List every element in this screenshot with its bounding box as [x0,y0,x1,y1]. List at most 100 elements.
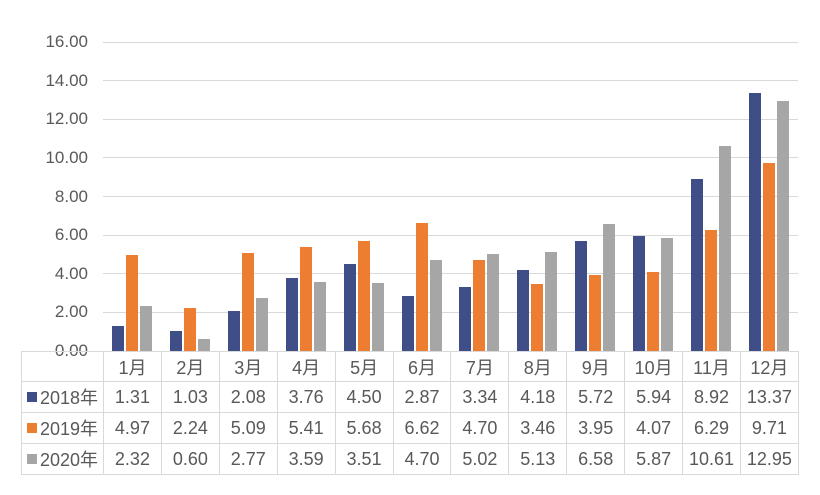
value-cell: 6.62 [392,412,452,444]
value-cell: 9.71 [739,412,799,444]
value-cell: 3.46 [508,412,568,444]
bar-2018年-6月 [401,295,414,351]
value-cell: 0.60 [160,443,220,475]
bar-2020年-11月 [719,146,732,351]
legend-swatch-icon [26,423,37,433]
bar-2019年-12月 [763,163,776,351]
bar-2018年-2月 [169,331,182,351]
bar-2018年-9月 [575,240,588,351]
value-cell: 2.77 [218,443,278,475]
y-axis-tick-label: 12.00 [45,109,88,129]
value-cell: 5.94 [624,381,684,413]
bar-2020年-6月 [429,260,442,351]
month-header-cell: 5月 [334,351,394,382]
value-cell: 1.03 [160,381,220,413]
gridline [103,196,798,197]
value-cell: 2.87 [392,381,452,413]
value-cell: 4.18 [508,381,568,413]
bar-2018年-4月 [285,278,298,351]
table-row-2020年: 2020年 2.32 0.60 2.77 3.59 3.51 4.70 5.02 5.13 6.5… [21,443,799,475]
month-header-cell: 3月 [218,351,278,382]
value-cell: 5.72 [566,381,626,413]
series-name: 2020年 [39,450,99,470]
bar-2020年-9月 [603,223,616,351]
series-label-cell: 2019年 [21,412,104,444]
value-cell: 5.68 [334,412,394,444]
value-cell: 1.31 [103,381,162,413]
bar-2020年-1月 [139,306,152,351]
month-header-cell: 11月 [682,351,741,382]
bar-2020年-2月 [197,339,210,351]
value-cell: 10.61 [682,443,741,475]
table-corner-cell [21,351,104,382]
value-cell: 2.32 [103,443,162,475]
gridline [103,118,798,120]
bar-2020年-10月 [661,237,674,351]
bar-2020年-4月 [313,281,326,351]
bar-2018年-3月 [227,310,240,351]
value-cell: 3.76 [276,381,336,413]
bar-2018年-7月 [459,286,472,351]
bar-2020年-3月 [255,297,268,351]
gridline [103,41,798,43]
bar-2020年-8月 [545,251,558,351]
bar-2020年-5月 [371,283,384,351]
table-head: 1月 2月 3月 4月 5月 6月 7月 8月 9月 10月 11月 12月 [21,351,799,382]
bar-2019年-4月 [299,246,312,351]
bar-2019年-9月 [589,274,602,351]
bar-2019年-8月 [531,284,544,351]
value-cell: 5.13 [508,443,568,475]
bar-2018年-11月 [691,178,704,351]
gridline [103,273,798,275]
gridline [103,234,798,236]
value-cell: 4.70 [392,443,452,475]
gridline [103,157,798,159]
value-cell: 6.29 [682,412,741,444]
value-cell: 4.07 [624,412,684,444]
legend-swatch-icon [26,454,37,464]
month-header-cell: 8月 [508,351,568,382]
value-cell: 5.02 [450,443,510,475]
bar-2019年-1月 [125,255,138,351]
value-cell: 6.58 [566,443,626,475]
month-header-cell: 9月 [566,351,626,382]
bar-2019年-7月 [473,260,486,351]
bar-2019年-3月 [241,252,254,351]
value-cell: 3.51 [334,443,394,475]
gridline [103,80,798,82]
data-table: 1月 2月 3月 4月 5月 6月 7月 8月 9月 10月 11月 12月 2018年 1.31 1.0… [21,351,799,475]
y-axis-tick-label: 10.00 [45,147,88,167]
value-cell: 5.41 [276,412,336,444]
bar-2019年-10月 [647,272,660,351]
y-axis-tick-label: 8.00 [54,186,88,206]
bar-2019年-6月 [415,223,428,351]
month-header-cell: 7月 [450,351,510,382]
bar-2018年-1月 [111,325,124,351]
month-header-cell: 12月 [739,351,799,382]
value-cell: 5.09 [218,412,278,444]
value-cell: 5.87 [624,443,684,475]
bar-2019年-2月 [183,307,196,351]
y-axis: 0.00 2.00 4.00 6.00 8.00 10.00 12.00 14.00 16.00 [0,0,88,495]
value-cell: 3.59 [276,443,336,475]
y-axis-tick-label: 2.00 [54,302,88,322]
table-row-2018年: 2018年 1.31 1.03 2.08 3.76 4.50 2.87 3.34 4.18 5.7… [21,381,799,413]
plot-area [103,41,798,352]
y-axis-tick-label: 6.00 [54,225,88,245]
value-cell: 12.95 [739,443,799,475]
bar-2019年-5月 [357,241,370,351]
month-header-cell: 4月 [276,351,336,382]
y-axis-tick-label: 14.00 [45,70,88,90]
gridline [103,311,798,313]
bar-2018年-12月 [749,92,762,351]
series-name: 2018年 [39,388,99,408]
value-cell: 3.34 [450,381,510,413]
value-cell: 2.08 [218,381,278,413]
value-cell: 4.50 [334,381,394,413]
bar-2018年-5月 [343,264,356,351]
value-cell: 13.37 [739,381,799,413]
bar-2020年-12月 [777,100,790,351]
bar-2018年-8月 [517,270,530,351]
month-header-cell: 10月 [624,351,684,382]
